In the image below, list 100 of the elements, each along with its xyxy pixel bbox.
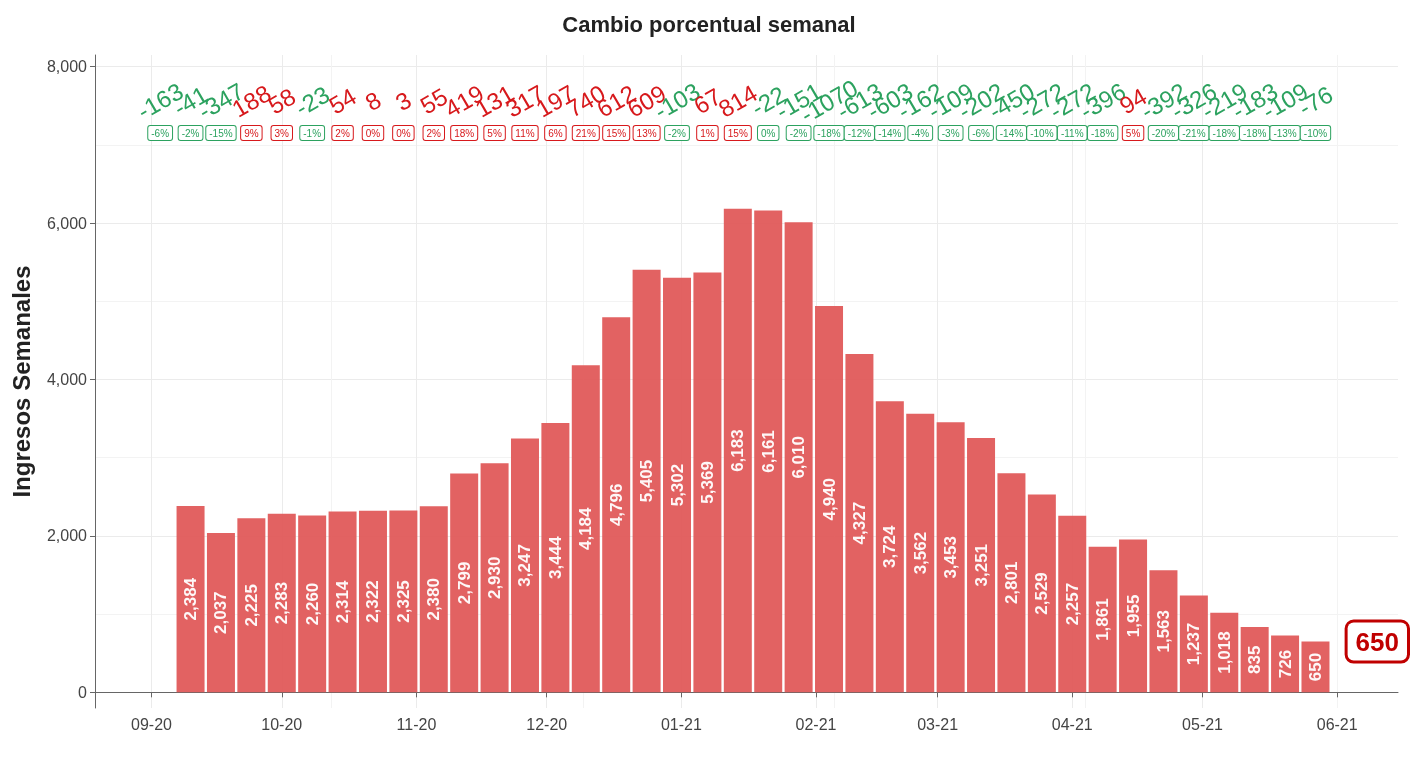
- bar: [1149, 570, 1178, 693]
- data-label: 1,861: [1093, 598, 1113, 641]
- annotation: 0%: [396, 127, 411, 139]
- data-label: 650: [1305, 652, 1325, 682]
- data-label: 3,724: [880, 524, 900, 569]
- annotation: -12%: [847, 127, 872, 139]
- annotation: -4%: [911, 127, 930, 139]
- annotation: -15%: [209, 127, 233, 139]
- data-label: 2,529: [1032, 572, 1052, 615]
- x-tick-label: 11-20: [396, 715, 437, 733]
- bar: [602, 317, 631, 693]
- annotation: -11%: [1060, 127, 1084, 139]
- annotation: 3%: [274, 127, 290, 139]
- x-tick-label: 06-21: [1316, 715, 1358, 733]
- x-tick-label: 04-21: [1051, 715, 1093, 733]
- annotation: 5%: [487, 127, 502, 139]
- annotation: 21%: [575, 127, 596, 139]
- data-label: 2,283: [272, 581, 292, 625]
- bar: [936, 422, 965, 693]
- x-tick-label: 02-21: [795, 715, 837, 733]
- x-tick-label: 03-21: [917, 715, 959, 733]
- annotation: 2%: [426, 127, 442, 139]
- bar: [206, 533, 235, 693]
- annotation: -6%: [972, 127, 991, 139]
- annotation: -3%: [941, 127, 960, 139]
- data-label: 3,444: [545, 535, 565, 579]
- bar: [298, 515, 327, 693]
- bar: [693, 272, 722, 693]
- y-tick-label: 0: [78, 683, 88, 701]
- data-label: 4,940: [819, 477, 839, 521]
- y-tick-label: 2,000: [46, 527, 88, 545]
- annotation: -6%: [151, 127, 170, 139]
- annotation: 5%: [1125, 127, 1141, 139]
- bar: [510, 438, 539, 693]
- bar: [1088, 546, 1117, 693]
- annotation: 13%: [636, 127, 657, 139]
- x-tick-label: 10-20: [261, 715, 303, 733]
- x-tick-label: 09-20: [131, 715, 173, 733]
- data-label: 1,955: [1123, 594, 1143, 638]
- bar: [1058, 515, 1087, 693]
- data-label: 3,251: [971, 543, 991, 587]
- annotation: 0%: [365, 127, 381, 139]
- bar: [419, 506, 448, 693]
- data-label: 4,184: [576, 506, 596, 551]
- y-tick-label: 4,000: [46, 371, 88, 389]
- annotation: -10%: [1303, 127, 1328, 139]
- bar: [632, 269, 661, 693]
- chart-title: Cambio porcentual semanal: [562, 11, 856, 37]
- data-label: 3,247: [515, 544, 535, 587]
- data-label: 5,302: [667, 463, 687, 507]
- y-tick-label: 6,000: [46, 214, 88, 232]
- annotation: -18%: [1242, 127, 1267, 139]
- annotation: -18%: [1090, 127, 1115, 139]
- annotation: 650: [1355, 626, 1399, 657]
- annotation: 0%: [760, 127, 776, 139]
- annotation: -18%: [1212, 127, 1237, 139]
- y-tick-label: 8,000: [46, 58, 88, 76]
- annotation: -2%: [789, 127, 808, 139]
- bar: [450, 473, 479, 693]
- data-label: 2,380: [424, 578, 444, 621]
- data-label: 835: [1245, 645, 1265, 674]
- bar: [967, 438, 996, 693]
- data-label: 2,260: [302, 582, 322, 626]
- annotation: -2%: [668, 127, 686, 139]
- annotation: 15%: [606, 127, 627, 139]
- annotation: -14%: [878, 127, 902, 139]
- data-label: 5,369: [697, 461, 717, 504]
- annotation: 18%: [454, 127, 475, 139]
- annotation: 6%: [548, 127, 563, 139]
- data-label: 5,405: [637, 459, 657, 503]
- data-label: 6,161: [758, 430, 778, 473]
- annotation: -21%: [1182, 127, 1206, 139]
- bar: [906, 413, 935, 693]
- bar: [754, 210, 783, 693]
- bar: [845, 353, 874, 693]
- bar: [328, 511, 357, 693]
- annotation: -14%: [999, 127, 1024, 139]
- bar: [358, 510, 387, 693]
- bar: [784, 222, 813, 693]
- annotation: 11%: [515, 127, 535, 139]
- annotation: 8: [360, 85, 386, 117]
- x-tick-label: 05-21: [1182, 715, 1224, 733]
- bar: [663, 277, 692, 693]
- data-label: 3,453: [941, 536, 961, 579]
- bar: [997, 473, 1026, 693]
- data-label: 1,237: [1184, 622, 1204, 666]
- bar: [541, 423, 570, 693]
- data-label: 2,325: [393, 580, 413, 623]
- data-label: 2,225: [241, 584, 261, 627]
- bar: [875, 401, 904, 693]
- data-label: 1,563: [1153, 609, 1173, 653]
- data-label: 6,183: [728, 429, 748, 472]
- bar: [1119, 539, 1148, 693]
- data-label: 2,257: [1062, 582, 1082, 626]
- data-label: 1,018: [1214, 631, 1234, 674]
- annotation: -10%: [1030, 127, 1054, 139]
- data-label: 3,562: [910, 531, 930, 575]
- annotation: 2%: [335, 127, 350, 139]
- data-label: 4,796: [606, 483, 626, 527]
- bar: [480, 463, 509, 693]
